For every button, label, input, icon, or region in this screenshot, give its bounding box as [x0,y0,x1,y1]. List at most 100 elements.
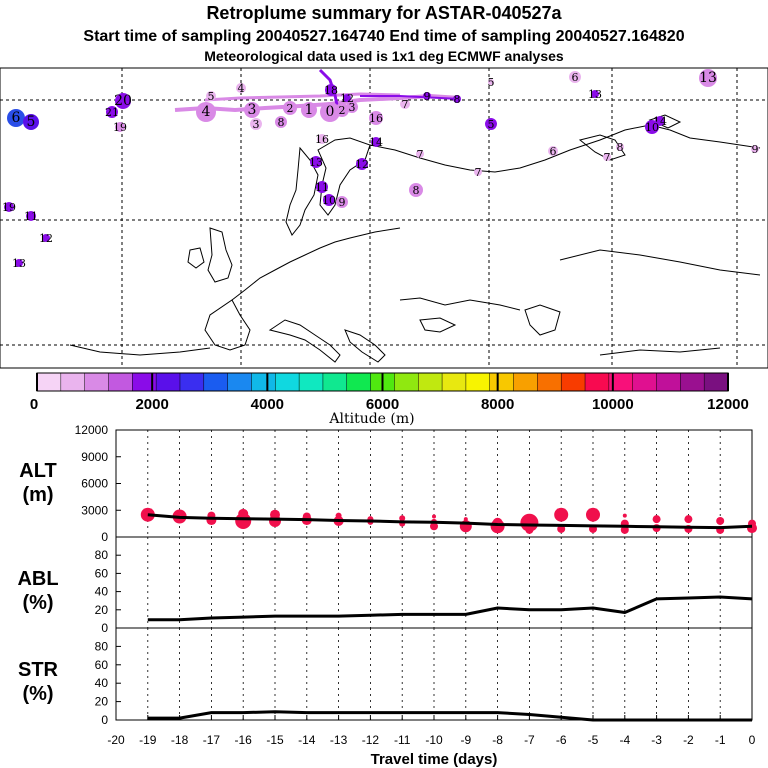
x-tick-label: -20 [107,733,125,747]
marker-dot [603,153,611,161]
marker-label: 19 [2,201,16,214]
x-tick-label: -16 [235,733,253,747]
y-tick-label: 9000 [81,450,108,464]
colorbar-cell [680,372,705,392]
colorbar-cell [346,372,372,392]
y-tick-label: 20 [95,603,109,617]
map-marker: 11 [24,210,38,223]
altitude-dot [430,522,438,531]
map-marker: 10 [322,194,336,207]
panel-alt: 0 3000 6000 9000 12000 ALT(m) [19,423,757,544]
marker-dot [301,102,317,118]
marker-label: 8 [454,93,461,106]
map-marker: 13 [699,69,717,87]
x-tick-label: -1 [715,733,726,747]
marker-dot [751,145,759,153]
y-tick-label: 12000 [75,423,109,437]
y-tick-label: 3000 [81,503,108,517]
marker-label: 7 [475,166,482,179]
marker-label: 10 [645,121,659,134]
colorbar-tick-label: 12000 [707,396,749,413]
marker-dot [369,111,383,125]
map-marker: 6 [569,71,581,84]
marker-dot [336,196,348,208]
map-marker: 13 [309,156,323,169]
map-marker: 1 [301,102,317,118]
altitude-dot [269,514,281,527]
map-marker: 6 [7,109,25,127]
map-marker: 21 [105,106,119,119]
x-tick-label: -8 [492,733,503,747]
x-tick-label: -18 [171,733,189,747]
marker-label: 12 [39,232,53,245]
y-tick-label: 0 [101,621,108,635]
x-tick-label: -15 [266,733,284,747]
colorbar-cell [394,372,419,392]
map-marker: 3 [346,101,358,114]
altitude-dot [620,525,629,534]
map-marker: 12 [355,158,369,171]
marker-dot [699,69,717,87]
x-tick-label: 0 [749,733,756,747]
sampling-times: Start time of sampling 20040527.164740 E… [83,28,684,45]
colorbar-tick-label: 0 [30,396,38,413]
map-marker: 2 [283,101,297,115]
marker-label: 5 [488,118,495,131]
marker-label: 2 [339,104,346,117]
marker-label: 20 [114,93,132,109]
marker-label: 7 [417,148,424,161]
map-marker: 10 [645,120,659,134]
marker-dot [26,211,36,221]
colorbar-cell [251,372,277,392]
map-marker: 6 [548,145,558,158]
marker-label: 7 [604,151,611,164]
marker-dot [320,102,340,122]
altitude-dot [586,507,600,522]
marker-label: 1 [305,102,314,118]
map-marker: 12 [39,232,53,245]
x-tick-label: -11 [394,733,411,747]
marker-dot [488,79,494,85]
marker-dot [4,202,14,212]
series-line [147,710,752,722]
panel-label-name: STR [18,659,59,681]
y-tick-label: 60 [95,566,109,580]
marker-dot [416,150,424,158]
colorbar-cell [275,372,300,392]
y-tick-label: 0 [101,713,108,727]
marker-label: 13 [588,88,602,101]
marker-dot [343,94,351,102]
marker-dot [316,181,328,193]
marker-dot [275,116,287,128]
marker-label: 6 [572,71,579,84]
map-marker: 9 [336,196,348,209]
marker-label: 9 [752,143,759,156]
marker-label: 16 [369,112,383,125]
marker-dot [409,183,423,197]
marker-label: 11 [24,210,38,223]
marker-label: 19 [113,121,127,134]
altitude-dot [399,515,406,522]
marker-label: 4 [238,82,245,95]
y-tick-label: 6000 [81,477,108,491]
time-series-panels: 030006000900012000ALT(m)020406080ABL(%)0… [17,423,757,768]
colorbar-cell [441,372,467,392]
marker-label: 10 [322,194,336,207]
y-tick-label: 60 [95,658,109,672]
marker-label: 13 [699,70,717,86]
colorbar-cell [465,372,491,392]
marker-label: 14 [369,136,383,149]
altitude-dot [716,516,725,525]
colorbar-tick-label: 6000 [366,396,399,413]
altitude-dot [525,525,534,534]
marker-dot [569,71,581,83]
map-marker: 11 [315,181,329,194]
marker-dot [485,118,497,130]
x-tick-label: -6 [556,733,567,747]
x-axis-label: Travel time (days) [371,751,498,768]
map-marker: 16 [315,133,329,146]
marker-dot [423,92,431,100]
